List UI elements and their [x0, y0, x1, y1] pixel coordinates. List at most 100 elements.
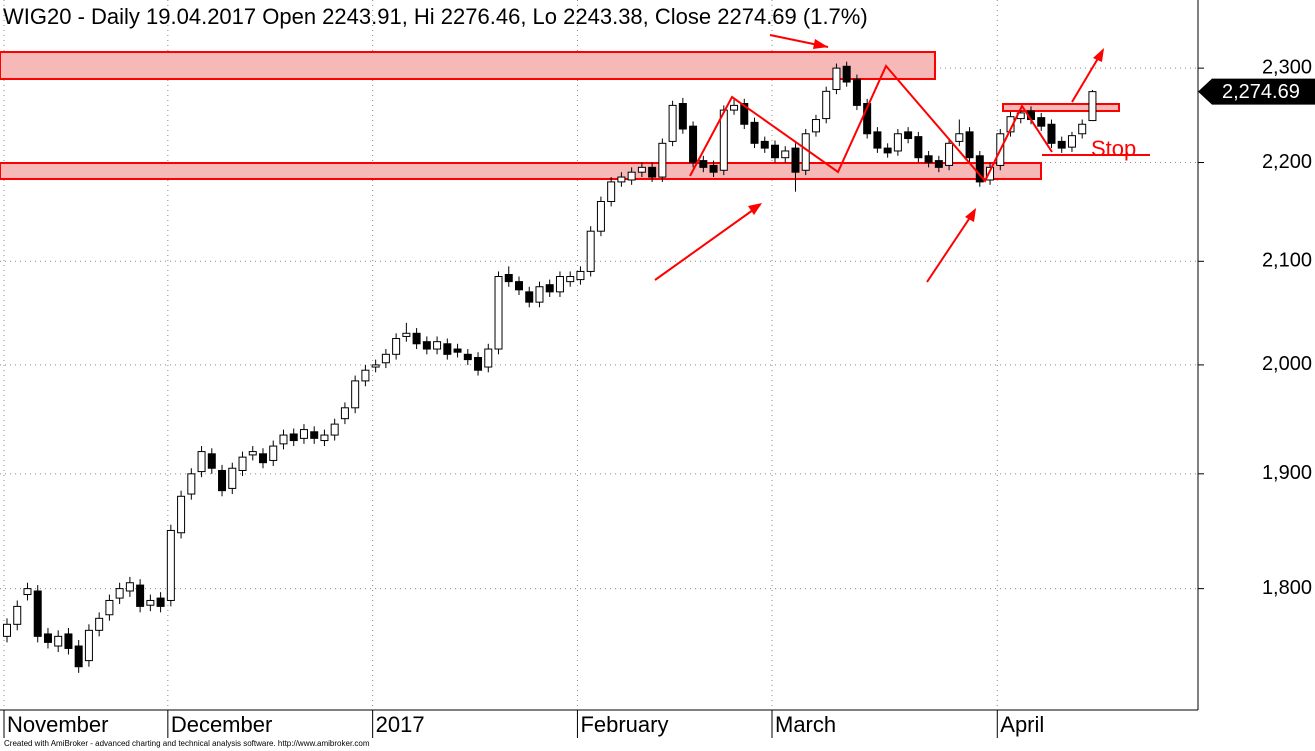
candle-body — [617, 176, 626, 183]
y-tick-label: 2,300 — [1262, 56, 1312, 78]
candle-body — [494, 276, 503, 350]
candle-body — [279, 434, 288, 445]
candle-body — [207, 453, 216, 469]
x-tick-label: February — [580, 712, 668, 737]
candle-body — [986, 166, 995, 181]
candle-body — [105, 599, 114, 616]
candle-body — [3, 623, 11, 637]
candle-body — [771, 144, 779, 159]
candle-body — [760, 140, 769, 149]
candle-body — [177, 495, 186, 534]
candle-body — [453, 348, 462, 353]
candle-body — [1057, 140, 1066, 149]
arrow — [654, 204, 761, 281]
candle-body — [166, 529, 175, 601]
candle-body — [750, 121, 759, 144]
candle-body — [54, 635, 63, 647]
resistance-zone — [0, 51, 936, 80]
candle-body — [33, 590, 42, 637]
candle-body — [23, 588, 32, 596]
candle-body — [576, 270, 585, 281]
candle-body — [64, 633, 73, 649]
x-tick-label: November — [7, 712, 108, 737]
last-price-tag — [1198, 78, 1315, 105]
arrow-head — [813, 39, 828, 49]
candle-body — [607, 181, 616, 202]
candle-body — [648, 166, 657, 178]
grid — [0, 0, 1198, 710]
candle-body — [484, 348, 493, 368]
candle-body — [740, 103, 749, 125]
candle-body — [545, 284, 554, 293]
annotations — [0, 51, 1120, 180]
stop-label: Stop — [1091, 136, 1136, 161]
x-tick-label: April — [1000, 712, 1044, 737]
arrow-head — [748, 203, 762, 215]
candle-body — [392, 338, 401, 355]
candle-body — [146, 599, 155, 606]
x-tick-label: 2017 — [376, 712, 425, 737]
arrow — [926, 209, 976, 283]
candle-body — [566, 276, 575, 283]
candle-body — [842, 65, 851, 83]
candle-body — [668, 104, 677, 142]
candle-body — [1078, 123, 1087, 135]
drawings: Stop — [654, 34, 1150, 283]
last-price-label: 2,274.69 — [1222, 81, 1300, 103]
y-tick-label: 1,800 — [1262, 577, 1312, 599]
y-tick-label: 2,200 — [1262, 151, 1312, 173]
candle-body — [504, 273, 513, 283]
support-zone — [0, 162, 1042, 180]
candle-body — [412, 332, 421, 345]
candle-body — [596, 200, 605, 232]
candle-body — [637, 166, 646, 173]
candle-body — [811, 119, 820, 133]
candle-body — [873, 131, 882, 149]
candle-body — [883, 147, 892, 154]
arrow-head — [965, 208, 976, 222]
candle-body — [1037, 117, 1046, 127]
candle-body — [433, 341, 442, 350]
candle-body — [863, 103, 872, 135]
arrow-head — [1093, 48, 1104, 62]
candle-body — [689, 125, 698, 164]
candle-body — [965, 131, 974, 159]
candle-body — [791, 147, 800, 173]
candle-body — [95, 617, 104, 631]
candle-body — [351, 380, 360, 409]
candle-body — [13, 605, 22, 625]
candle-body — [84, 629, 93, 662]
candle-body — [463, 353, 472, 361]
candle-body — [781, 150, 790, 159]
candle-body — [945, 142, 954, 166]
breakout-zone — [1002, 103, 1120, 112]
candle-body — [474, 356, 483, 371]
candle-body — [709, 164, 718, 173]
candle-body — [822, 90, 831, 120]
candle-body — [136, 584, 145, 607]
candle-body — [228, 467, 237, 489]
candle-body — [330, 423, 339, 436]
candle-body — [1067, 135, 1076, 148]
chart-title: WIG20 - Daily 19.04.2017 Open 2243.91, H… — [3, 4, 868, 29]
x-tick-label: December — [171, 712, 272, 737]
candle-body — [381, 353, 390, 364]
candle-body — [934, 160, 943, 168]
candle-body — [525, 291, 534, 303]
x-tick-label: March — [775, 712, 836, 737]
candle-body — [238, 456, 247, 471]
candle-body — [678, 103, 687, 130]
candle-body — [422, 341, 431, 350]
y-tick-label: 2,000 — [1262, 353, 1312, 375]
candle-body — [1088, 91, 1097, 122]
candle-body — [555, 276, 564, 293]
candle-body — [340, 407, 349, 420]
candle-body — [914, 136, 923, 159]
candle-body — [371, 364, 380, 368]
candle-body — [658, 142, 667, 178]
candle-body — [299, 429, 308, 439]
candle-body — [248, 451, 257, 456]
candle-body — [924, 155, 933, 164]
